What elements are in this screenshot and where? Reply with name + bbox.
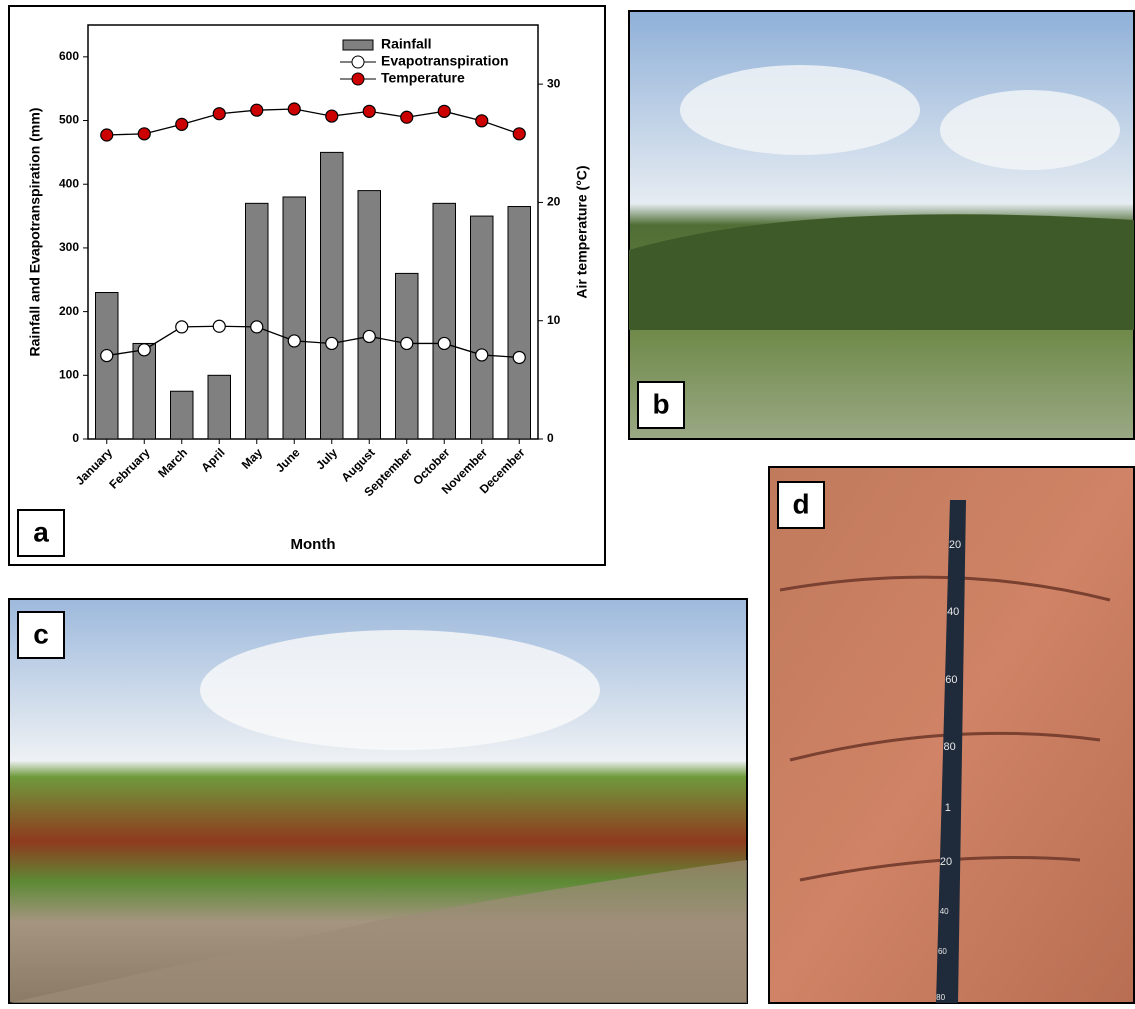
- ruler-label: 60: [945, 674, 957, 686]
- marker: [138, 128, 150, 140]
- ruler-label: 60: [938, 947, 947, 956]
- marker: [101, 129, 113, 141]
- legend-label: Evapotranspiration: [381, 53, 509, 69]
- marker: [513, 351, 525, 363]
- panel-label: b: [652, 388, 669, 419]
- ruler-label: 40: [947, 606, 959, 618]
- y2-tick-label: 0: [547, 431, 554, 445]
- y2-axis-label: Air temperature (°C): [574, 165, 590, 298]
- ruler-label: 40: [940, 907, 949, 916]
- ruler-label: 20: [949, 539, 961, 551]
- ruler-label: 80: [936, 993, 945, 1002]
- bar: [321, 152, 344, 439]
- figure: 01002003004005006000102030JanuaryFebruar…: [0, 0, 1135, 1004]
- marker: [251, 104, 263, 116]
- legend-label: Temperature: [381, 70, 465, 86]
- panel-label: c: [33, 618, 49, 649]
- bar: [133, 343, 156, 439]
- marker: [288, 335, 300, 347]
- y2-tick-label: 20: [547, 195, 561, 209]
- marker: [476, 115, 488, 127]
- marker: [476, 349, 488, 361]
- marker: [213, 108, 225, 120]
- bar: [171, 391, 194, 439]
- y2-tick-label: 30: [547, 76, 561, 90]
- ruler-label: 20: [940, 856, 952, 868]
- marker: [513, 128, 525, 140]
- y-tick-label: 500: [59, 113, 79, 127]
- marker: [138, 344, 150, 356]
- marker: [326, 110, 338, 122]
- bar: [208, 375, 231, 439]
- bar: [96, 293, 119, 439]
- legend-label: Rainfall: [381, 36, 432, 52]
- marker: [326, 337, 338, 349]
- marker: [438, 337, 450, 349]
- bar: [471, 216, 494, 439]
- ruler-label: 80: [943, 741, 955, 753]
- marker: [401, 111, 413, 123]
- photo-c: [9, 599, 747, 1003]
- marker: [213, 320, 225, 332]
- marker: [176, 118, 188, 130]
- y-tick-label: 400: [59, 176, 79, 190]
- y-tick-label: 600: [59, 49, 79, 63]
- ruler-label: 1: [945, 802, 951, 814]
- bar: [508, 207, 531, 439]
- panel-label: d: [792, 488, 809, 519]
- y-tick-label: 200: [59, 304, 79, 318]
- y-tick-label: 100: [59, 367, 79, 381]
- bar: [283, 197, 306, 439]
- marker: [101, 350, 113, 362]
- marker: [176, 321, 188, 333]
- marker: [251, 321, 263, 333]
- x-axis-label: Month: [291, 536, 336, 553]
- legend-marker: [352, 73, 364, 85]
- y-tick-label: 300: [59, 240, 79, 254]
- legend-marker: [352, 56, 364, 68]
- photo-b: [629, 11, 1134, 439]
- panel-label: a: [33, 516, 49, 547]
- marker: [438, 105, 450, 117]
- bar: [396, 273, 419, 439]
- bar: [358, 191, 381, 439]
- y-tick-label: 0: [72, 431, 79, 445]
- bar: [433, 203, 456, 439]
- marker: [363, 330, 375, 342]
- y2-tick-label: 10: [547, 313, 561, 327]
- marker: [288, 103, 300, 115]
- marker: [363, 105, 375, 117]
- marker: [401, 337, 413, 349]
- y-axis-label: Rainfall and Evapotranspiration (mm): [27, 108, 43, 357]
- legend-swatch: [343, 40, 373, 50]
